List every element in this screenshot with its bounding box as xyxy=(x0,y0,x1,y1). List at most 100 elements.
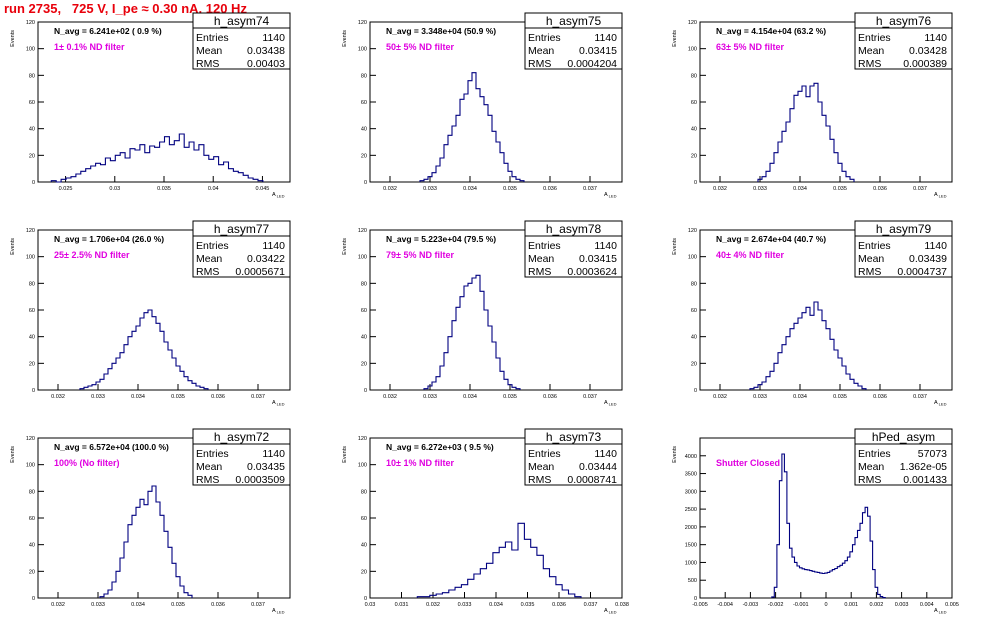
y-axis-label: Events xyxy=(10,30,16,47)
x-tick-label: 0.033 xyxy=(91,602,105,608)
y-tick-label: 100 xyxy=(688,255,697,261)
stats-key: RMS xyxy=(196,58,219,70)
stats-value: 1140 xyxy=(262,448,285,460)
y-tick-label: 2500 xyxy=(685,507,697,513)
stats-value: 1140 xyxy=(594,32,617,44)
stats-value: 1140 xyxy=(262,32,285,44)
histogram-line xyxy=(416,522,582,598)
stats-value: 0.03444 xyxy=(579,461,617,473)
y-tick-label: 80 xyxy=(361,73,367,79)
x-tick-label: 0.035 xyxy=(157,186,171,192)
x-axis-label: ALED xyxy=(604,192,617,199)
stats-key: RMS xyxy=(196,266,219,278)
filter-annotation: 79± 5% ND filter xyxy=(386,250,454,260)
stats-key: Mean xyxy=(858,45,884,57)
stats-value: 1140 xyxy=(594,448,617,460)
y-tick-label: 80 xyxy=(691,281,697,287)
x-tick-label: 0.033 xyxy=(91,394,105,400)
y-tick-label: 60 xyxy=(29,100,35,106)
y-tick-label: 40 xyxy=(691,335,697,341)
navg-label: N_avg = 6.272e+03 ( 9.5 %) xyxy=(386,442,494,452)
x-tick-label: 0.036 xyxy=(211,602,225,608)
histogram-line xyxy=(749,301,867,390)
y-tick-label: 120 xyxy=(358,436,367,442)
filter-annotation: 10± 1% ND filter xyxy=(386,458,454,468)
stats-key: Mean xyxy=(858,461,884,473)
stats-box xyxy=(524,220,623,278)
stats-key: Mean xyxy=(528,45,554,57)
y-axis-label: Events xyxy=(10,446,16,463)
histogram-line xyxy=(79,309,209,390)
y-tick-label: 120 xyxy=(26,436,35,442)
x-tick-label: 0.032 xyxy=(383,394,397,400)
y-tick-label: 3500 xyxy=(685,472,697,478)
stats-key: Entries xyxy=(858,448,891,460)
y-tick-label: 4000 xyxy=(685,454,697,460)
y-tick-label: 0 xyxy=(694,596,697,602)
y-tick-label: 0 xyxy=(32,596,35,602)
histogram-panel-hPed_asym: 0 500 1000 1500 2000 2500 3000 3500 4000 -0.005 -0… xyxy=(672,428,959,615)
stats-value: 1140 xyxy=(924,32,947,44)
x-tick-label: 0.001 xyxy=(844,602,858,608)
x-tick-label: 0.037 xyxy=(251,602,265,608)
x-axis-label: ALED xyxy=(272,192,285,199)
stats-key: RMS xyxy=(528,266,551,278)
stats-key: RMS xyxy=(858,266,881,278)
x-tick-label: 0.035 xyxy=(521,602,535,608)
stats-value: 0.03439 xyxy=(909,253,947,265)
x-tick-label: 0.033 xyxy=(423,394,437,400)
y-tick-label: 40 xyxy=(29,335,35,341)
y-axis-label: Events xyxy=(672,30,678,47)
y-tick-label: 120 xyxy=(688,228,697,234)
navg-label: N_avg = 2.674e+04 (40.7 %) xyxy=(716,234,826,244)
filter-annotation: 50± 5% ND filter xyxy=(386,42,454,52)
y-tick-label: 100 xyxy=(358,463,367,469)
y-tick-label: 40 xyxy=(361,127,367,133)
y-tick-label: 0 xyxy=(32,388,35,394)
histogram-name: hPed_asym xyxy=(872,430,935,444)
y-axis-label: Events xyxy=(342,238,348,255)
stats-box xyxy=(192,428,291,486)
stats-value: 0.0003624 xyxy=(567,266,617,278)
histogram-line xyxy=(423,274,521,390)
x-tick-label: 0.036 xyxy=(211,394,225,400)
stats-value: 0.0004737 xyxy=(897,266,947,278)
y-tick-label: 80 xyxy=(29,281,35,287)
stats-box xyxy=(854,12,953,70)
y-tick-label: 0 xyxy=(364,388,367,394)
histogram-name: h_asym77 xyxy=(214,222,270,236)
x-tick-label: 0.031 xyxy=(395,602,409,608)
x-tick-label: 0.037 xyxy=(251,394,265,400)
x-axis-label: ALED xyxy=(934,608,947,615)
y-tick-label: 0 xyxy=(364,596,367,602)
x-tick-label: 0.032 xyxy=(713,186,727,192)
histogram-panel-h_asym79: 0 20 40 60 80 100 120 0.032 0.033 0.034 0.035 0.036… xyxy=(672,220,953,407)
y-tick-label: 100 xyxy=(358,47,367,53)
stats-key: Mean xyxy=(528,461,554,473)
y-axis-label: Events xyxy=(672,238,678,255)
navg-label: N_avg = 4.154e+04 (63.2 %) xyxy=(716,26,826,36)
y-tick-label: 0 xyxy=(694,180,697,186)
y-tick-label: 120 xyxy=(358,20,367,26)
stats-box xyxy=(524,12,623,70)
x-tick-label: 0.035 xyxy=(833,186,847,192)
stats-value: 1140 xyxy=(924,240,947,252)
stats-key: Entries xyxy=(858,240,891,252)
stats-key: RMS xyxy=(196,474,219,486)
x-tick-label: 0.034 xyxy=(489,602,503,608)
stats-value: 0.0005671 xyxy=(235,266,285,278)
x-tick-label: 0.034 xyxy=(793,394,807,400)
run-title: run 2735, 725 V, I_pe ≈ 0.30 nA, 120 Hz xyxy=(4,1,247,16)
stats-box xyxy=(854,428,953,486)
y-tick-label: 100 xyxy=(26,47,35,53)
stats-box xyxy=(192,12,291,70)
x-tick-label: 0.036 xyxy=(873,186,887,192)
stats-box xyxy=(192,220,291,278)
stats-key: Entries xyxy=(196,32,229,44)
histogram-panel-h_asym72: 0 20 40 60 80 100 120 0.032 0.033 0.034 0.035 0.036… xyxy=(10,428,291,615)
x-tick-label: 0.035 xyxy=(171,394,185,400)
x-tick-label: 0.033 xyxy=(423,186,437,192)
stats-key: Mean xyxy=(196,45,222,57)
x-tick-label: 0.033 xyxy=(753,394,767,400)
histogram-panel-h_asym76: 0 20 40 60 80 100 120 0.032 0.033 0.034 0.035 0.036… xyxy=(672,12,953,199)
